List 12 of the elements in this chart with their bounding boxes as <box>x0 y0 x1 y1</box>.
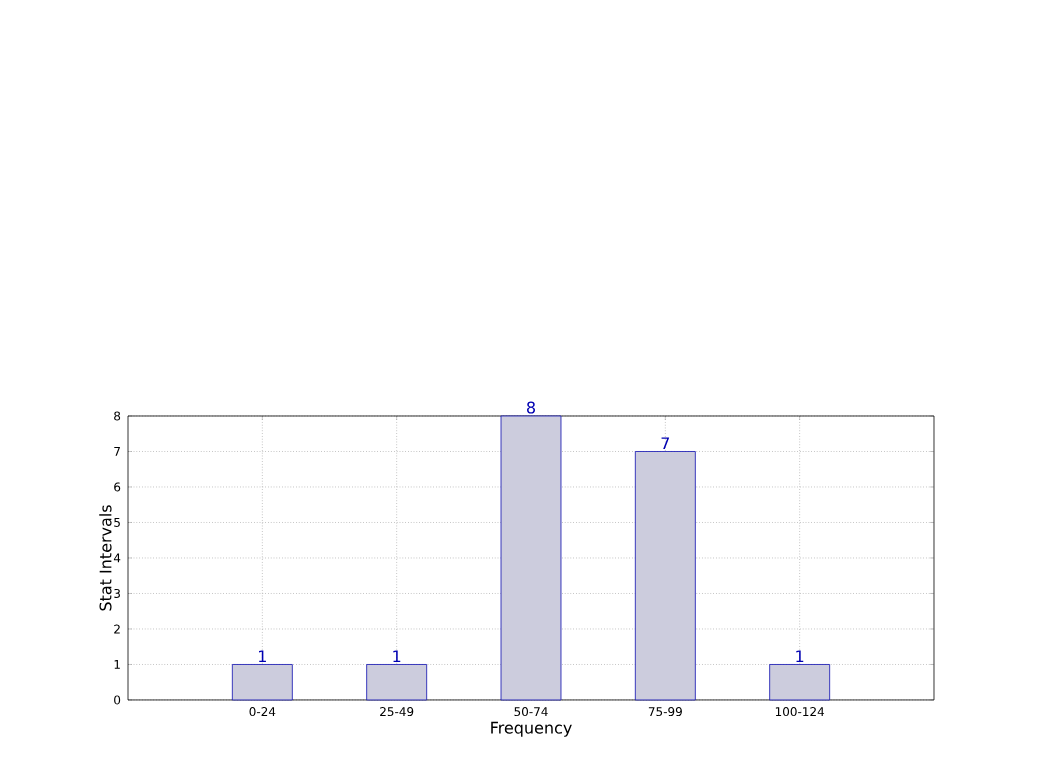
data-label: 1 <box>259 650 266 663</box>
bar <box>769 664 831 701</box>
bar <box>366 664 428 701</box>
data-label: 7 <box>661 437 670 450</box>
bar <box>500 415 562 701</box>
data-label: 1 <box>796 650 804 663</box>
data-label: 1 <box>393 650 401 663</box>
data-label: 8 <box>527 401 536 414</box>
bar <box>634 451 696 701</box>
y-axis-title: Stat Intervals <box>99 505 112 611</box>
bar <box>231 664 293 701</box>
x-axis-title: Frequency <box>491 721 572 737</box>
